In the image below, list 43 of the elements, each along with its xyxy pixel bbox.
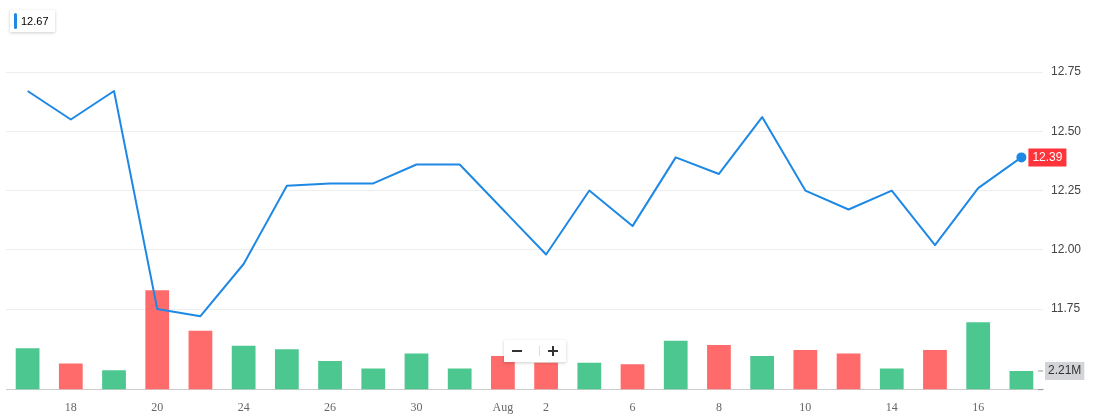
bar <box>102 370 126 390</box>
y-tick-label: 11.75 <box>1051 301 1081 316</box>
x-tick-label: 24 <box>237 399 250 414</box>
bar <box>318 360 342 390</box>
x-tick-label: 16 <box>972 399 985 414</box>
x-tick-label: 26 <box>324 399 337 414</box>
bar <box>620 364 645 390</box>
x-tick-label: Aug <box>492 399 514 414</box>
bar <box>879 368 904 390</box>
x-tick-label: 8 <box>715 399 722 414</box>
bar <box>58 363 83 390</box>
bar <box>15 348 40 390</box>
data-label: 12.39 <box>1032 149 1063 164</box>
bar <box>1009 371 1034 390</box>
bar <box>707 345 731 390</box>
y-tick-label: 12.00 <box>1051 242 1082 257</box>
bar <box>750 355 775 390</box>
bar <box>231 345 256 390</box>
x-tick-label: 20 <box>151 399 164 414</box>
bar <box>577 362 602 390</box>
bar <box>663 340 688 390</box>
x-tick-label: 18 <box>64 399 77 414</box>
x-tick-label: 30 <box>410 399 423 414</box>
bar <box>361 368 386 390</box>
x-tick-label: 2 <box>543 399 550 414</box>
bar <box>447 368 472 390</box>
bar <box>188 330 213 390</box>
x-tick-label: 6 <box>629 399 636 414</box>
y2-tick-label: 2.21M <box>1048 363 1082 378</box>
bar <box>274 349 299 390</box>
bar <box>923 350 947 390</box>
x-tick-label: 10 <box>799 399 812 414</box>
y-tick-label: 12.75 <box>1051 64 1082 79</box>
y-tick-label: 12.50 <box>1051 123 1082 138</box>
bar <box>836 353 861 390</box>
x-tick-label: 14 <box>885 399 898 414</box>
bar <box>404 353 429 390</box>
legend-label: 12.67 <box>21 15 49 27</box>
y-tick-label: 12.25 <box>1051 182 1082 197</box>
bar <box>491 355 515 390</box>
bar <box>966 322 991 390</box>
bar <box>145 290 170 390</box>
bar <box>793 350 818 390</box>
